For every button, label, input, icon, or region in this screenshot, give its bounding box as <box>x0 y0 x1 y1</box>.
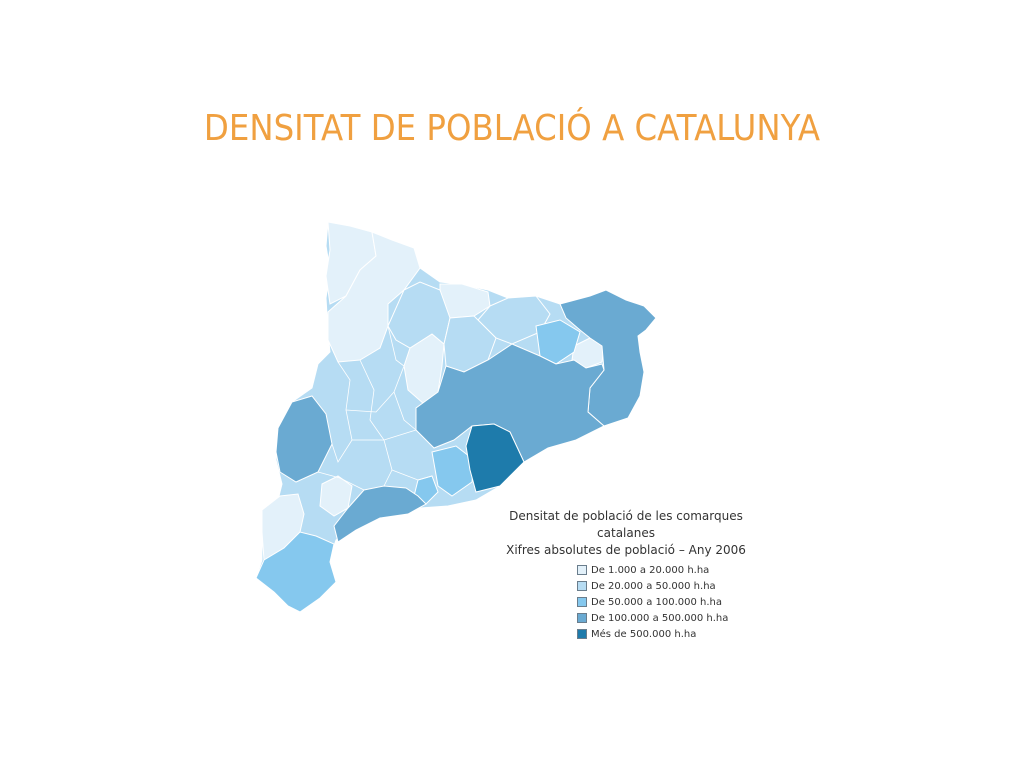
legend-swatch <box>577 629 587 639</box>
slide-title: DENSITAT DE POBLACIÓ A CATALUNYA <box>203 108 821 149</box>
comarca-borders <box>317 325 433 491</box>
legend-item: De 50.000 a 100.000 h.ha <box>577 594 790 610</box>
region-tarragones-baix-camp <box>333 485 427 543</box>
legend-swatch <box>577 597 587 607</box>
legend-item-label: Més de 500.000 h.ha <box>591 628 697 640</box>
legend-item-label: De 1.000 a 20.000 h.ha <box>591 564 710 576</box>
region-pallars <box>327 231 421 363</box>
region-alt-urgell <box>387 281 451 349</box>
region-central-vallès <box>415 343 605 463</box>
legend-item: De 100.000 a 500.000 h.ha <box>577 610 790 626</box>
legend-item: De 1.000 a 20.000 h.ha <box>577 562 790 578</box>
legend-title-line2: Xifres absolutes de població – Any 2006 <box>506 543 746 557</box>
region-girona-east <box>559 289 657 427</box>
legend-item: De 20.000 a 50.000 h.ha <box>577 578 790 594</box>
legend-swatch <box>577 565 587 575</box>
legend-item-label: De 50.000 a 100.000 h.ha <box>591 596 723 608</box>
legend-item: Més de 500.000 h.ha <box>577 626 790 642</box>
map-legend: Densitat de població de les comarques ca… <box>480 508 790 642</box>
legend-title-line1: Densitat de població de les comarques ca… <box>509 509 743 540</box>
legend-swatch <box>577 613 587 623</box>
legend-swatch <box>577 581 587 591</box>
region-segria <box>275 395 333 483</box>
region-barcelones-vallès <box>465 423 525 493</box>
legend-item-label: De 20.000 a 50.000 h.ha <box>591 580 716 592</box>
region-montsia-baix-ebre <box>255 531 337 613</box>
legend-item-label: De 100.000 a 500.000 h.ha <box>591 612 729 624</box>
legend-items: De 1.000 a 20.000 h.ha De 20.000 a 50.00… <box>577 562 790 642</box>
region-montserrat-area <box>431 445 475 497</box>
